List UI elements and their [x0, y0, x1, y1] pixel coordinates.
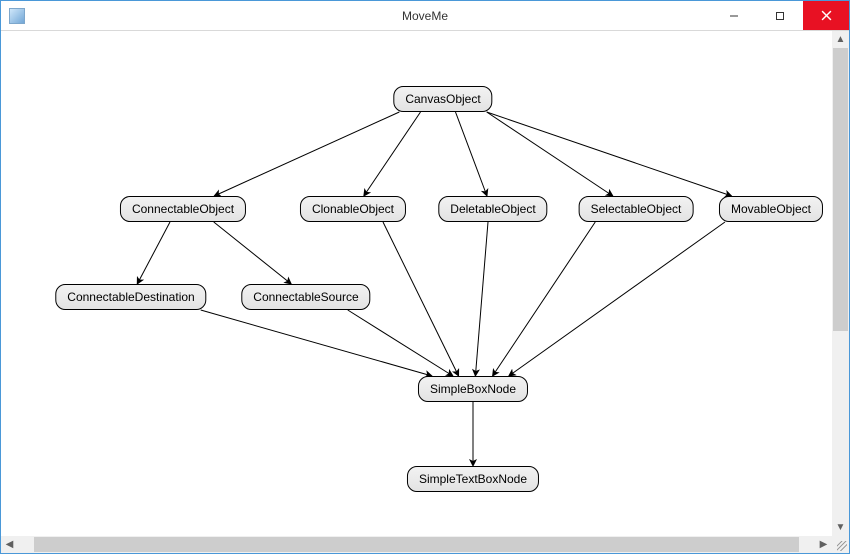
diagram-edge — [137, 222, 170, 284]
diagram-node-connectableSource[interactable]: ConnectableSource — [241, 284, 370, 310]
resize-grip-icon[interactable] — [832, 536, 849, 553]
vertical-scrollbar[interactable]: ▲ ▼ — [832, 31, 849, 536]
client-area: CanvasObject ConnectableObject ClonableObj… — [1, 31, 849, 553]
diagram-edge — [201, 310, 432, 376]
diagram-node-selectableObject[interactable]: SelectableObject — [579, 196, 694, 222]
diagram-edge — [487, 112, 732, 196]
diagram-node-clonableObject[interactable]: ClonableObject — [300, 196, 406, 222]
scroll-up-arrow-icon[interactable]: ▲ — [832, 31, 849, 48]
scroll-left-arrow-icon[interactable]: ◀ — [1, 536, 18, 553]
diagram-node-simpleBoxNode[interactable]: SimpleBoxNode — [418, 376, 528, 402]
hscroll-thumb[interactable] — [34, 537, 799, 552]
diagram-edge — [348, 310, 453, 376]
vscroll-thumb[interactable] — [833, 48, 848, 331]
diagram-edge — [475, 222, 488, 376]
diagram-edge — [493, 222, 596, 376]
diagram-node-connectableObject[interactable]: ConnectableObject — [120, 196, 246, 222]
diagram-node-connectableDestination[interactable]: ConnectableDestination — [55, 284, 206, 310]
diagram-node-deletableObject[interactable]: DeletableObject — [438, 196, 547, 222]
diagram-edge — [214, 112, 399, 196]
close-button[interactable] — [803, 1, 849, 30]
diagram-edge — [456, 112, 488, 196]
window-titlebar: MoveMe — [1, 1, 849, 31]
diagram-canvas[interactable]: CanvasObject ConnectableObject ClonableObj… — [1, 31, 832, 536]
diagram-node-canvasObject[interactable]: CanvasObject — [393, 86, 492, 112]
window-controls — [711, 1, 849, 30]
minimize-button[interactable] — [711, 1, 757, 30]
scroll-right-arrow-icon[interactable]: ▶ — [815, 536, 832, 553]
scroll-down-arrow-icon[interactable]: ▼ — [832, 519, 849, 536]
diagram-edge — [509, 222, 725, 376]
hscroll-track[interactable] — [18, 536, 815, 553]
horizontal-scrollbar[interactable]: ◀ ▶ — [1, 536, 832, 553]
vscroll-track[interactable] — [832, 48, 849, 519]
diagram-edge — [214, 222, 291, 284]
diagram-node-movableObject[interactable]: MovableObject — [719, 196, 823, 222]
diagram-edge — [383, 222, 459, 376]
app-icon — [9, 8, 25, 24]
diagram-node-simpleTextBoxNode[interactable]: SimpleTextBoxNode — [407, 466, 539, 492]
diagram-edge — [487, 112, 613, 196]
maximize-button[interactable] — [757, 1, 803, 30]
